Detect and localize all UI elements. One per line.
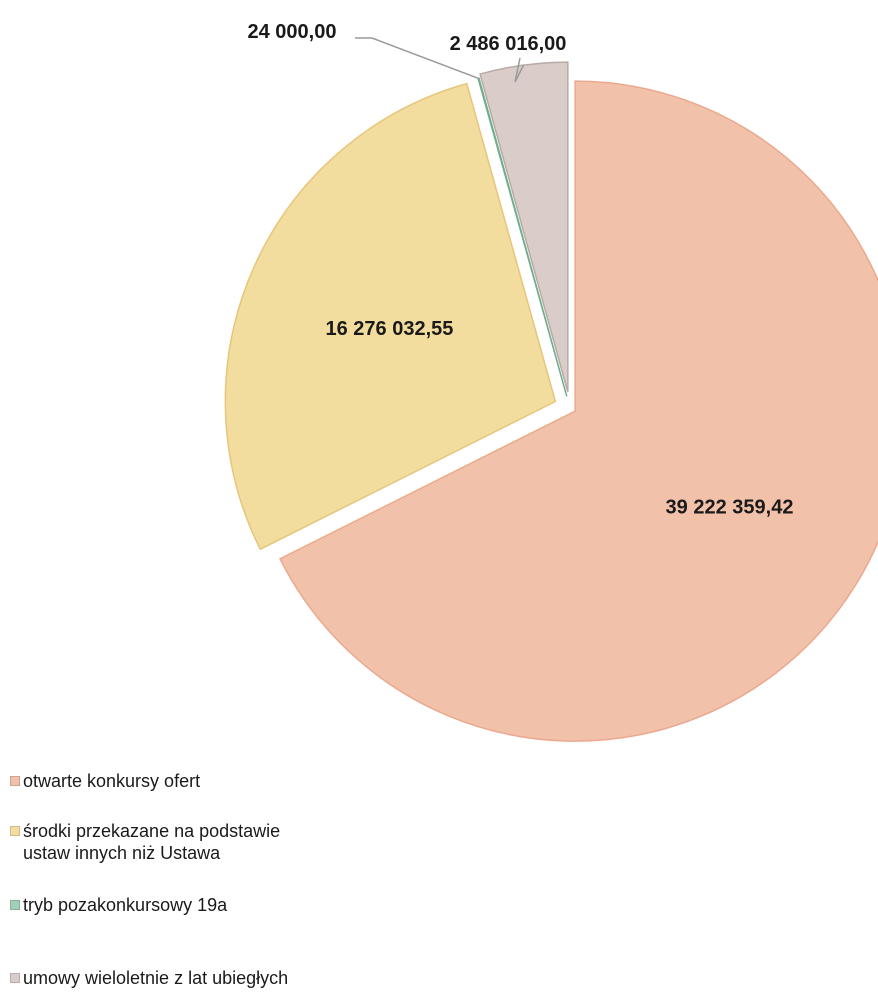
- leader-line-tryb-pozakonkursowy: [355, 37, 479, 80]
- data-label-umowy-wieloletnie: 2 486 016,00: [450, 33, 567, 55]
- legend-label: środki przekazane na podstawie ustaw inn…: [23, 821, 281, 863]
- legend-label: otwarte konkursy ofert: [23, 771, 201, 791]
- pie-chart: 39 222 359,42 16 276 032,55 24 000,00 2 486…: [224, 21, 878, 742]
- leader-lines: [355, 37, 525, 83]
- slice-otwarte-konkursy: [278, 80, 878, 742]
- legend-label: umowy wieloletnie z lat ubiegłych: [23, 968, 289, 988]
- data-label-otwarte-konkursy: 39 222 359,42: [666, 497, 794, 519]
- data-label-tryb-pozakonkursowy: 24 000,00: [248, 21, 337, 43]
- legend-swatch: [10, 776, 20, 786]
- legend-item-tryb-pozakonkursowy: tryb pozakonkursowy 19a: [10, 894, 323, 916]
- legend-label: tryb pozakonkursowy 19a: [23, 895, 228, 915]
- data-labels: 39 222 359,42 16 276 032,55 24 000,00 2 486…: [248, 21, 794, 519]
- data-label-srodki-przekazane: 16 276 032,55: [326, 318, 454, 340]
- legend-item-otwarte-konkursy: otwarte konkursy ofert: [10, 770, 323, 792]
- legend-swatch: [10, 826, 20, 836]
- legend-item-umowy-wieloletnie: umowy wieloletnie z lat ubiegłych: [10, 967, 323, 989]
- legend-swatch: [10, 900, 20, 910]
- leader-line-umowy-wieloletnie: [514, 57, 525, 83]
- pie-slices: [224, 61, 878, 742]
- slice-srodki-przekazane: [224, 82, 557, 551]
- legend-item-srodki-przekazane: środki przekazane na podstawie ustaw inn…: [10, 820, 323, 864]
- legend-swatch: [10, 973, 20, 983]
